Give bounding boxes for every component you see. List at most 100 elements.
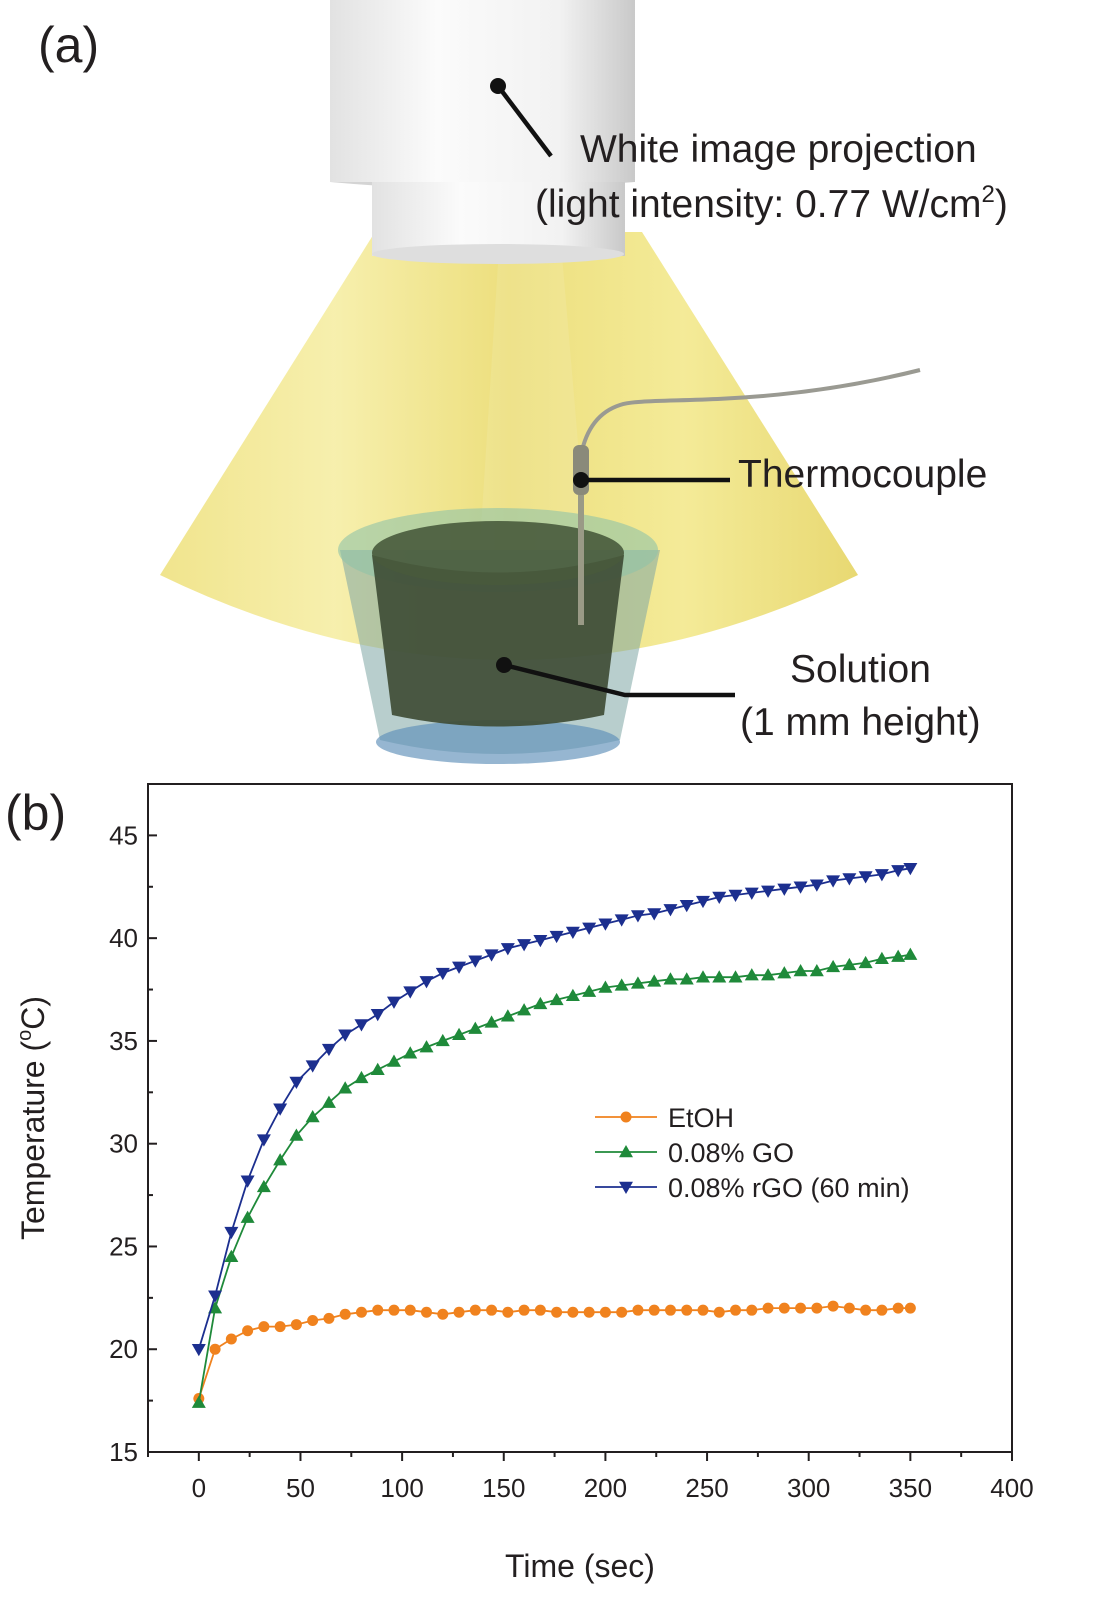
legend-marker [620, 1111, 632, 1123]
y-tick-label: 40 [109, 923, 138, 953]
legend-label: 0.08% GO [668, 1138, 794, 1168]
data-point [582, 922, 597, 935]
data-point [827, 1300, 839, 1312]
data-point [903, 863, 918, 876]
data-point [289, 1076, 304, 1090]
data-point [616, 1306, 628, 1318]
series-2 [191, 863, 918, 1357]
data-point [647, 908, 662, 921]
legend-marker [619, 1145, 633, 1158]
data-point [209, 1343, 221, 1355]
data-point [728, 889, 743, 902]
data-point [453, 1306, 465, 1318]
data-point [242, 1325, 254, 1337]
data-point [273, 1103, 288, 1116]
data-point [582, 984, 597, 997]
legend-entry: 0.08% GO [595, 1138, 794, 1168]
data-point [191, 1395, 206, 1408]
data-point [256, 1179, 271, 1193]
data-point [484, 949, 499, 962]
beaker [338, 508, 660, 764]
series-1 [191, 947, 918, 1408]
series-layer [191, 863, 918, 1408]
panel-a-illustration: (a) [38, 0, 1008, 764]
projector-label-line1: White image projection [580, 128, 977, 171]
data-point [437, 1308, 449, 1320]
plot-frame [147, 783, 1013, 1453]
legend-entry: 0.08% rGO (60 min) [595, 1173, 910, 1203]
data-point [614, 978, 629, 991]
data-point [874, 951, 889, 964]
series-line [197, 867, 911, 1350]
data-point [354, 1070, 369, 1084]
data-point [518, 1304, 530, 1316]
data-point [663, 972, 678, 985]
solution-label-line2: (1 mm height) [740, 701, 981, 744]
data-point [876, 1304, 888, 1316]
data-point [891, 949, 906, 962]
data-point [191, 1343, 206, 1357]
data-point [614, 914, 629, 927]
data-point [777, 883, 792, 896]
data-point [468, 955, 483, 968]
data-point [372, 1304, 384, 1316]
data-point [712, 891, 727, 905]
data-point [809, 964, 824, 977]
data-point [793, 964, 808, 977]
data-point [273, 1153, 288, 1166]
data-point [811, 1302, 823, 1314]
y-tick-label: 25 [109, 1231, 138, 1261]
projector [330, 0, 635, 264]
data-point [860, 1304, 872, 1316]
x-tick-label: 300 [787, 1473, 830, 1503]
data-point [404, 1304, 416, 1316]
data-point [484, 1015, 499, 1028]
y-tick-label: 45 [109, 820, 138, 850]
y-tick-label: 20 [109, 1334, 138, 1364]
data-point [338, 1029, 353, 1042]
legend-label: EtOH [668, 1103, 734, 1133]
data-point [321, 1043, 336, 1057]
data-point [892, 1302, 904, 1314]
data-point [500, 1009, 515, 1022]
data-point [744, 887, 759, 900]
callout-lines [496, 84, 735, 698]
data-point [533, 934, 548, 948]
data-point [338, 1081, 353, 1094]
data-point [502, 1306, 514, 1318]
data-point [746, 1304, 758, 1316]
data-point [858, 955, 873, 969]
x-axis-label: Time (sec) [505, 1548, 655, 1584]
data-point [224, 1249, 239, 1262]
y-axis-label: Temperature (oC) [14, 996, 51, 1240]
data-point [858, 871, 873, 884]
series-line [197, 1305, 911, 1399]
data-point [224, 1226, 239, 1240]
data-point [421, 1306, 433, 1318]
data-point [468, 1021, 483, 1034]
data-point [777, 966, 792, 979]
data-point [809, 879, 824, 892]
y-tick-label: 30 [109, 1129, 138, 1159]
data-point [826, 875, 841, 888]
data-point [842, 957, 857, 971]
data-point [321, 1095, 336, 1108]
data-point [435, 967, 450, 981]
data-point [583, 1306, 595, 1318]
data-point [679, 972, 694, 985]
data-point [305, 1060, 320, 1073]
data-point [761, 968, 776, 981]
x-tick-label: 100 [380, 1473, 423, 1503]
data-point [695, 970, 710, 983]
data-point [793, 881, 808, 894]
legend: EtOH 0.08% GO 0.08% rGO (60 min) [595, 1103, 910, 1203]
data-point [240, 1175, 255, 1188]
data-point [517, 1003, 532, 1016]
data-point [648, 1304, 660, 1316]
data-point [778, 1302, 790, 1314]
thermocouple-label: Thermocouple [738, 453, 987, 496]
data-point [486, 1304, 498, 1316]
data-point [290, 1319, 302, 1331]
data-point [565, 926, 580, 939]
